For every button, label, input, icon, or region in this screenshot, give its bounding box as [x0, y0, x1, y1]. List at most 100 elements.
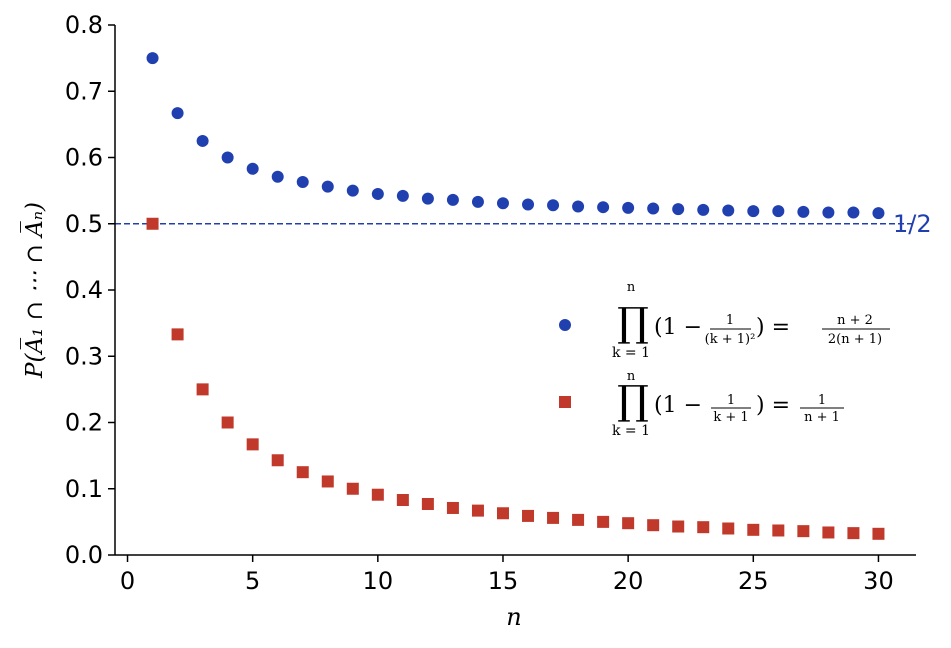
series-1-point — [246, 162, 259, 175]
series-2-point — [797, 525, 810, 538]
svg-text:n + 1: n + 1 — [804, 410, 840, 425]
series-1-point — [722, 204, 735, 217]
series-1-point — [697, 203, 710, 216]
series-2-point — [396, 494, 409, 507]
series-1-point — [547, 199, 560, 212]
series-2-point — [672, 520, 685, 533]
series-2-point — [146, 217, 159, 230]
series-1-point — [196, 134, 209, 147]
series-1-point — [146, 52, 159, 65]
series-1-point — [572, 200, 585, 213]
svg-text:1: 1 — [726, 313, 734, 328]
svg-text:n: n — [627, 369, 636, 384]
svg-text:k = 1: k = 1 — [612, 423, 650, 439]
y-axis-label: P(A̅₁ ∩ ⋯ ∩ A̅ₙ) — [21, 202, 48, 379]
series-2-point — [622, 517, 635, 530]
series-2-point — [547, 511, 560, 524]
series-1-point — [421, 192, 434, 205]
series-1-point — [471, 195, 484, 208]
svg-text:2(n + 1): 2(n + 1) — [828, 332, 882, 347]
series-2-point — [446, 501, 459, 514]
reference-line-label: 1/2 — [893, 210, 932, 238]
x-tick-label: 0 — [120, 567, 135, 595]
svg-text:1: 1 — [818, 393, 826, 408]
y-tick-label: 0.4 — [65, 276, 103, 304]
axes-layer — [114, 25, 916, 556]
series-1-point — [171, 107, 184, 120]
svg-text:n + 2: n + 2 — [837, 313, 873, 328]
svg-text:) =: ) = — [756, 393, 790, 418]
series-1-point — [396, 189, 409, 202]
series-2-point — [597, 515, 610, 528]
series-1-point — [772, 205, 785, 218]
series-1-point — [296, 176, 309, 189]
series-1-point — [622, 201, 635, 214]
svg-text:n: n — [627, 280, 636, 295]
svg-text:k = 1: k = 1 — [612, 345, 650, 361]
series-1-point — [822, 206, 835, 219]
series-2-point — [171, 328, 184, 341]
legend: n ∏ k = 1 (1 − 1 (k + 1)² ) = n + 2 2(n … — [559, 280, 890, 439]
y-tick-label: 0.2 — [65, 409, 103, 437]
x-tick-label: 30 — [863, 567, 894, 595]
series-2-point — [221, 416, 234, 429]
y-tick-label: 0.3 — [65, 342, 103, 370]
series-1-point — [446, 193, 459, 206]
svg-text:∏: ∏ — [617, 300, 649, 346]
series-2-point — [346, 482, 359, 495]
series-2-point — [822, 526, 835, 539]
series-1-point — [672, 203, 685, 216]
legend-entry-2: n ∏ k = 1 (1 − 1 k + 1 ) = 1 n + 1 — [612, 369, 844, 439]
y-tick-label: 0.8 — [65, 11, 103, 39]
y-tick-label: 0.7 — [65, 77, 103, 105]
svg-text:∏: ∏ — [617, 378, 649, 424]
svg-text:) =: ) = — [756, 315, 790, 340]
series-2-point — [496, 507, 509, 520]
series-1-point — [847, 206, 860, 219]
y-tick-label: 0.0 — [65, 541, 103, 569]
svg-text:(1 −: (1 − — [654, 393, 702, 418]
series-2-point — [772, 524, 785, 537]
series-1-point — [271, 170, 284, 183]
series-1-point — [597, 201, 610, 214]
series-2-point — [421, 497, 434, 510]
legend-marker-square — [559, 396, 571, 408]
series-2-point — [196, 383, 209, 396]
series-2-point — [246, 438, 259, 451]
svg-text:k + 1: k + 1 — [713, 410, 748, 425]
series-2-point — [296, 466, 309, 479]
legend-entry-1: n ∏ k = 1 (1 − 1 (k + 1)² ) = n + 2 2(n … — [612, 280, 890, 361]
series-2-point — [722, 522, 735, 535]
legend-marker-circle — [559, 319, 571, 331]
x-tick-label: 20 — [613, 567, 644, 595]
svg-text:1: 1 — [727, 393, 735, 408]
series-1-point — [747, 205, 760, 218]
series-2-point — [747, 523, 760, 536]
series-2-point — [572, 513, 585, 526]
series-1-point — [321, 180, 334, 193]
series-2-point — [271, 454, 284, 467]
series-2-point — [872, 527, 885, 540]
x-tick-label: 10 — [363, 567, 394, 595]
x-tick-label: 15 — [488, 567, 519, 595]
series-1-point — [797, 205, 810, 218]
series-2-point — [471, 504, 484, 517]
y-tick-label: 0.6 — [65, 144, 103, 172]
series-2-point — [321, 475, 334, 488]
x-axis-label: n — [506, 603, 521, 631]
series-1-point — [496, 197, 509, 210]
y-tick-label: 0.5 — [65, 210, 103, 238]
y-tick-label: 0.1 — [65, 475, 103, 503]
ticks-layer: 0 5 10 15 20 25 30 0.0 0.1 0.2 0.3 0.4 0.5 0.6 0.7 0.8 — [65, 11, 894, 595]
series-2-point — [697, 521, 710, 534]
series-1-point — [522, 198, 535, 211]
series-2-point — [847, 527, 860, 540]
svg-text:(k + 1)²: (k + 1)² — [705, 332, 756, 347]
series-1-point — [346, 184, 359, 197]
series-2-point — [371, 488, 384, 501]
series-2-point — [522, 509, 535, 522]
x-tick-label: 5 — [245, 567, 260, 595]
series-2-point — [647, 519, 660, 532]
series-1-point — [872, 207, 885, 220]
